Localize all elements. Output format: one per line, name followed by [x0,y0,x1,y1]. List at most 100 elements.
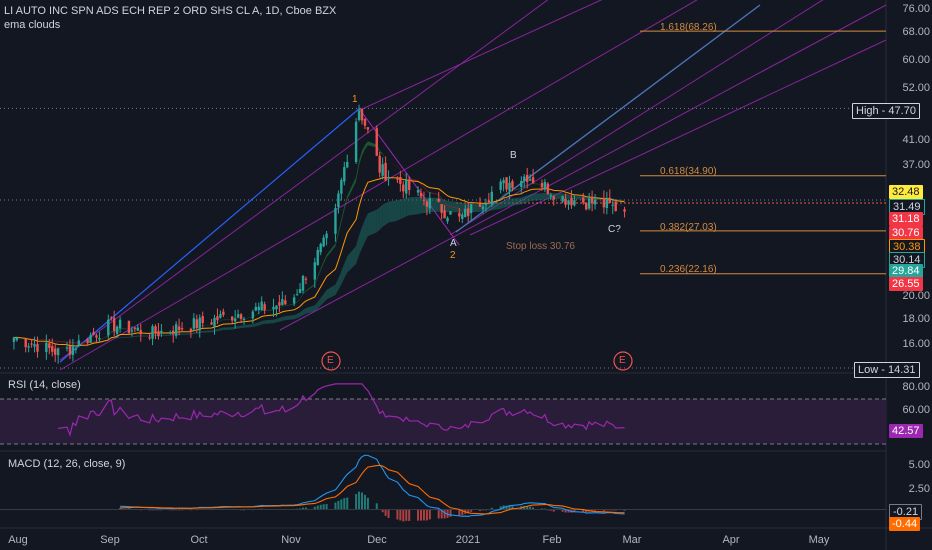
ema-cloud-slow [31,338,35,340]
ema-cloud-fast [447,204,451,208]
candle-body [608,197,611,203]
ema-cloud-slow [303,308,306,316]
wave-label-1: 1 [352,94,358,105]
ema-cloud-fast [530,183,534,185]
ema-cloud-fast [527,183,531,186]
candle-body [478,203,482,207]
candle-body [68,345,72,355]
ema-cloud-slow [211,329,215,333]
candle-body [48,343,51,349]
macd-histogram-bar [375,503,378,510]
candle-body [567,200,570,205]
candle-body [531,177,535,183]
ema-cloud-fast [305,283,315,292]
candle-body [45,342,48,353]
ema-cloud-slow [488,203,492,212]
candle-body [602,198,606,208]
candle-body [458,212,461,217]
ema-cloud-slow [568,194,572,200]
candle-body [378,155,381,173]
candle-body [511,181,514,189]
candle-body [484,203,488,205]
ema-cloud-slow [190,332,194,335]
ema-cloud-slow [244,324,253,328]
ema-cloud-slow [170,334,174,336]
candle-body [242,318,246,321]
ema-cloud-fast [421,183,424,188]
candle-body [487,200,491,203]
candle-body [375,128,378,156]
macd-tick: 2.50 [908,483,930,495]
macd-histogram-bar [361,492,363,510]
candle-body [254,306,257,311]
ema-cloud-fast [220,319,224,322]
ema-cloud-slow [382,203,386,227]
ema-cloud-fast [426,190,430,194]
x-tick: Oct [190,534,208,546]
macd-histogram-bar [325,504,328,510]
candle-body [174,324,178,336]
candle-body [381,164,384,176]
candle-body [508,182,511,191]
candle-body [552,196,555,200]
ema-cloud-slow [421,196,424,214]
macd-histogram-bar [417,509,420,521]
candle-body [384,162,387,181]
x-tick: Sep [100,534,120,546]
ema-cloud-slow [344,256,348,279]
candle-body [587,198,591,209]
ema-cloud-slow [137,335,141,337]
candle-body [98,337,101,340]
fib-label-0236: 0.236(22.16) [660,264,717,275]
ema-cloud-fast [202,324,212,326]
candle-body [192,318,196,329]
candle-body [298,289,302,294]
channel-line [59,0,549,361]
earnings-label-1: E [327,355,334,366]
candle-body [564,198,567,205]
ema-cloud-fast [471,208,480,210]
macd-histogram-bar [366,497,369,510]
macd-histogram-bar [396,509,399,520]
candle-body [115,326,119,334]
ema-cloud-slow [423,196,427,213]
candle-body [284,300,287,305]
ema-cloud-fast [217,320,221,323]
candle-body [195,319,198,328]
candle-body [210,322,213,325]
ema-cloud-fast [562,191,566,195]
wave-label-b: B [510,150,517,161]
low-tag-value: 14.31 [887,364,916,376]
ema-cloud-fast [509,190,513,192]
macd-histogram-bar [302,507,304,510]
ema-cloud-fast [323,254,327,264]
ema-cloud-fast [459,208,463,211]
ema-cloud-fast [382,153,386,160]
macd-histogram-bar [358,491,361,510]
ema-cloud-slow [376,207,380,233]
price-tag-29-84: 29.84 [889,264,923,278]
ema-cloud-slow [409,196,419,216]
high-tag-label: High [856,105,879,117]
rsi-tick: 80.00 [902,381,930,393]
candle-body [54,348,57,355]
macd-histogram-bar [355,494,358,510]
ema-cloud-fast [264,309,274,311]
high-tag: High - 47.70 [852,103,920,119]
candle-body [325,233,328,239]
candle-body [416,190,420,193]
candle-body [464,208,467,218]
ema-cloud-slow [214,329,218,332]
ema-cloud-slow [140,335,150,337]
candle-body [12,337,16,342]
price-tick: 37.00 [902,159,930,171]
ema-cloud-fast [441,197,445,204]
macd-histogram-bar [532,507,535,510]
macd-histogram-bar [127,508,130,510]
ema-cloud-slow [58,340,67,343]
ema-cloud-fast [344,195,348,211]
candle-body [118,319,122,329]
ema-cloud-fast [326,243,336,258]
macd-histogram-bar [425,509,428,521]
candle-body [95,335,98,338]
